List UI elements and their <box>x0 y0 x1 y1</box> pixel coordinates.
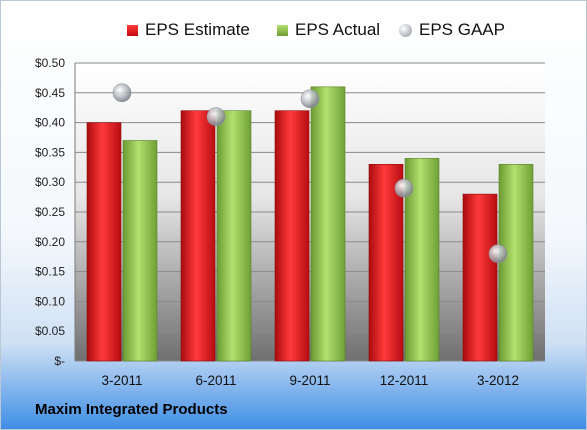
y-axis: $- $0.05 $0.10 $0.15 $0.20 $0.25 $0.30 $0.35 $0.… <box>35 56 76 368</box>
bar-eps-actual <box>498 164 534 362</box>
x-axis: 3-2011 6-2011 9-2011 12-2011 3-2012 <box>101 373 519 388</box>
legend-label-eps-actual: EPS Actual <box>295 20 381 39</box>
legend-item-eps-gaap: EPS GAAP <box>399 17 505 43</box>
bar-eps-estimate <box>368 164 404 362</box>
y-tick-label: $0.25 <box>35 205 65 219</box>
marker-eps-gaap <box>300 89 320 109</box>
x-tick-label: 3-2012 <box>477 373 519 388</box>
y-tick-label: $0.45 <box>35 86 65 100</box>
x-tick-label: 6-2011 <box>195 373 236 388</box>
bars <box>86 86 534 362</box>
legend-item-eps-estimate: EPS Estimate <box>127 17 250 43</box>
company-label: Maxim Integrated Products <box>35 401 228 418</box>
y-tick-label: $0.10 <box>35 294 65 308</box>
bar-eps-actual <box>216 110 252 362</box>
gaap-markers <box>112 83 508 264</box>
y-tick-label: $- <box>54 354 65 368</box>
legend-swatch-eps-actual <box>277 24 288 36</box>
y-tick-label: $0.30 <box>35 175 65 189</box>
x-tick-label: 9-2011 <box>289 373 330 388</box>
bar-eps-actual <box>310 86 346 362</box>
legend-swatch-eps-estimate <box>127 24 138 36</box>
legend-swatch-eps-gaap <box>399 23 412 37</box>
bar-eps-estimate <box>274 110 310 362</box>
legend: EPS Estimate EPS Actual EPS GAAP <box>1 17 586 43</box>
x-tick-label: 12-2011 <box>380 373 429 388</box>
marker-eps-gaap <box>488 244 508 264</box>
marker-eps-gaap <box>206 107 226 126</box>
y-tick-label: $0.40 <box>35 116 65 130</box>
bar-eps-estimate <box>462 193 498 362</box>
legend-label-eps-gaap: EPS GAAP <box>419 20 505 39</box>
marker-eps-gaap <box>394 178 414 198</box>
legend-label-eps-estimate: EPS Estimate <box>145 20 250 39</box>
y-tick-label: $0.05 <box>35 324 65 338</box>
bar-eps-actual <box>122 140 158 362</box>
x-tick-label: 3-2011 <box>101 373 142 388</box>
bar-eps-estimate <box>180 110 216 362</box>
y-tick-label: $0.35 <box>35 145 65 159</box>
y-tick-label: $0.15 <box>35 265 65 279</box>
marker-eps-gaap <box>112 83 132 103</box>
y-tick-label: $0.50 <box>35 56 65 70</box>
y-tick-label: $0.20 <box>35 235 65 249</box>
legend-item-eps-actual: EPS Actual <box>277 17 380 43</box>
bar-eps-estimate <box>86 122 122 362</box>
